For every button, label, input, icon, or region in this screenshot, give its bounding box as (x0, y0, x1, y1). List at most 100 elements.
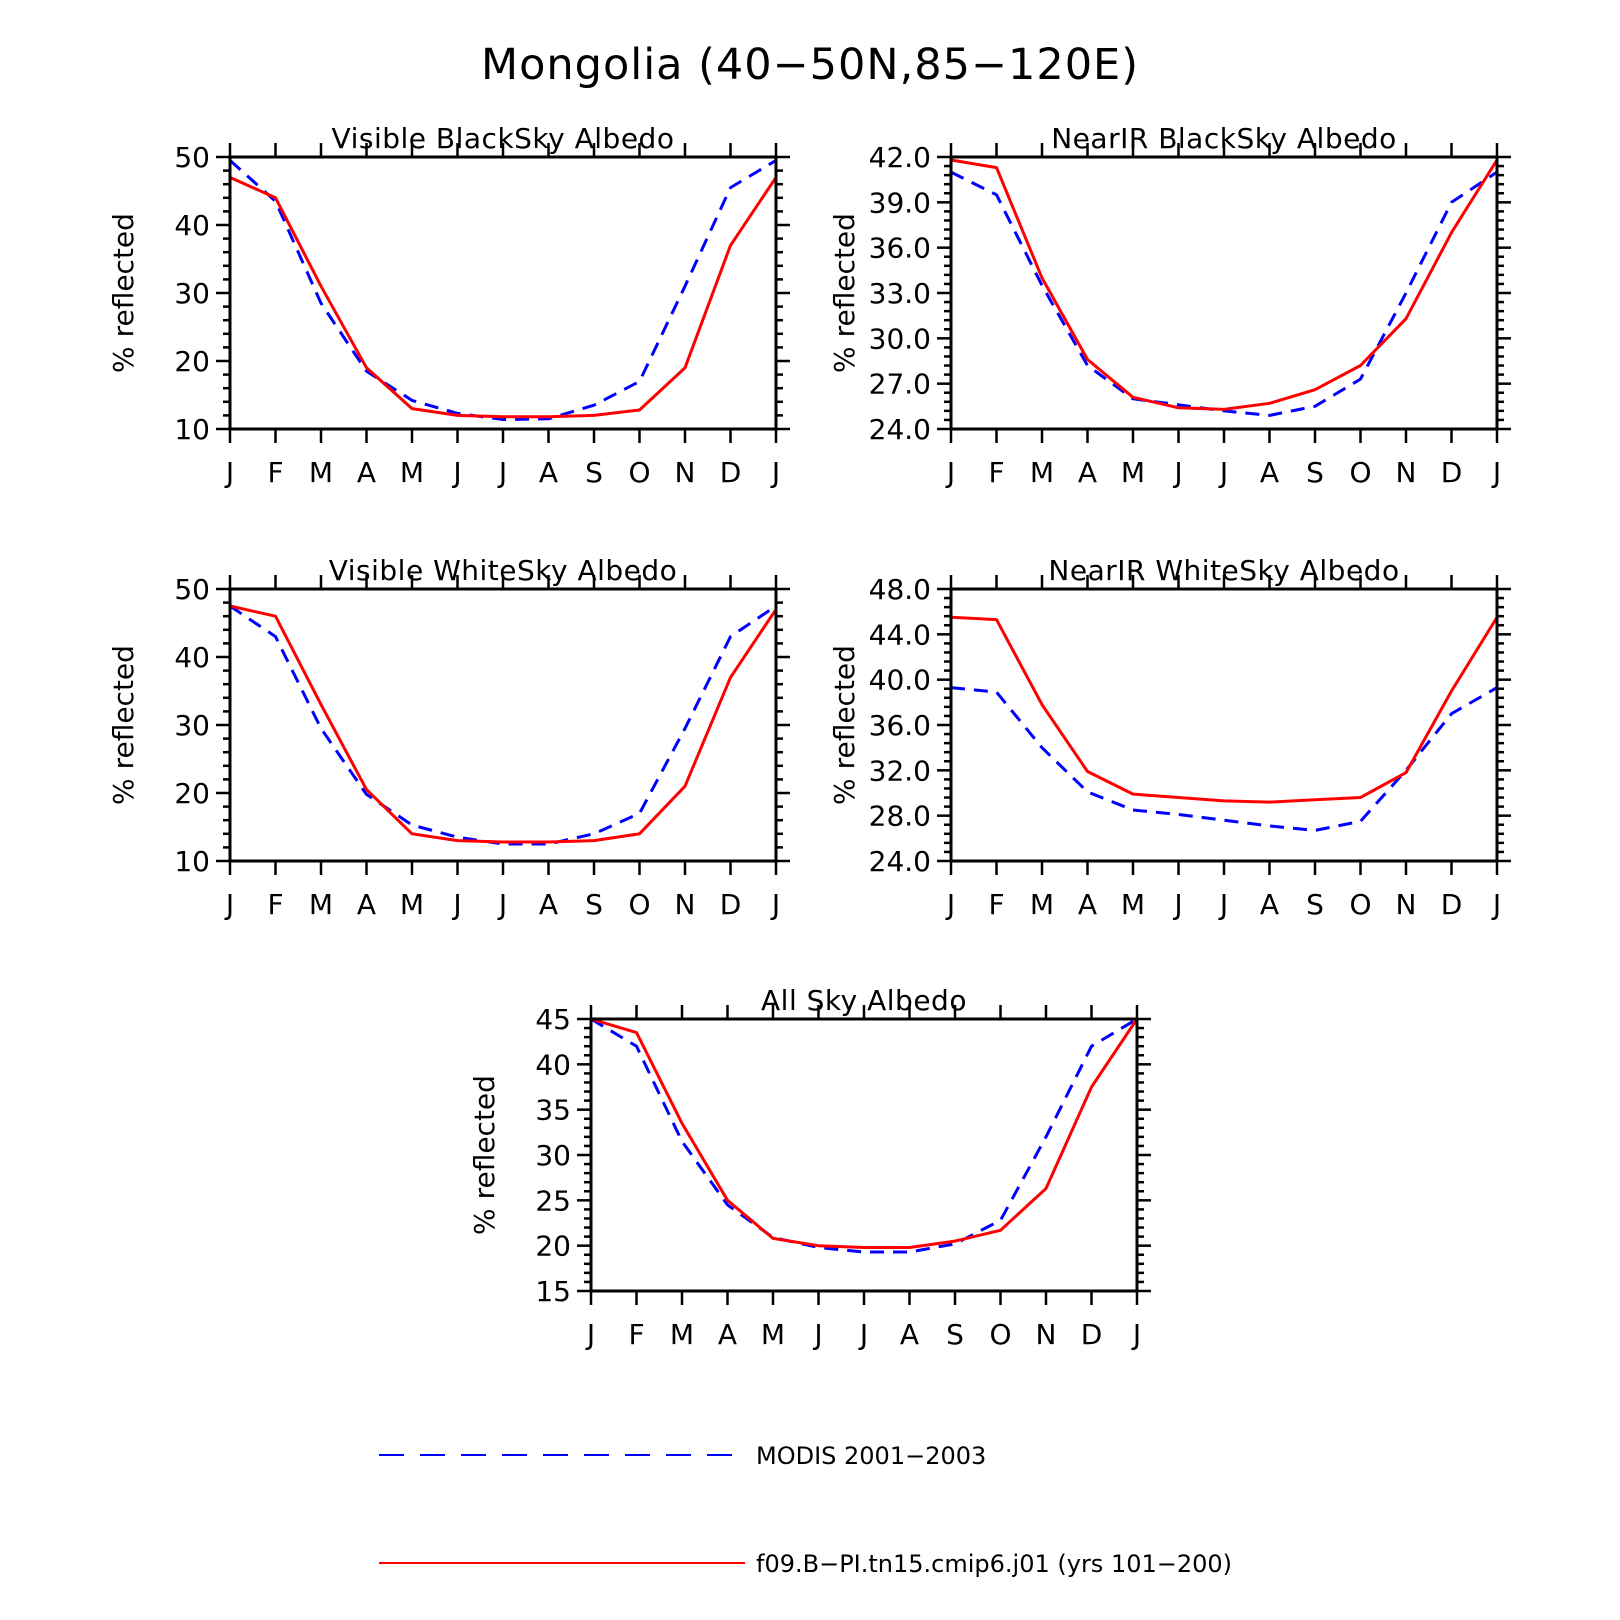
plot-frame (589, 1017, 1139, 1293)
y-tick-label: 50 (174, 573, 210, 606)
x-tick-label: M (400, 888, 424, 921)
x-tick-label: J (945, 456, 955, 489)
y-tick-label: 45 (535, 1003, 571, 1036)
legend-label-model: f09.B−PI.tn15.cmip6.j01 (yrs 101−200) (756, 1550, 1232, 1578)
y-tick-label: 25 (535, 1184, 571, 1217)
y-tick-label: 30 (535, 1139, 571, 1172)
x-tick-label: J (585, 1318, 595, 1351)
x-tick-label: J (1218, 456, 1228, 489)
x-tick-label: J (1218, 888, 1228, 921)
x-tick-label: N (1396, 456, 1417, 489)
y-tick-label: 40 (174, 641, 210, 674)
ticks (577, 1005, 1151, 1305)
x-tick-label: M (1030, 456, 1054, 489)
x-tick-label: A (357, 888, 376, 921)
x-tick-label: D (1441, 456, 1463, 489)
x-tick-label: M (309, 456, 333, 489)
y-tick-label: 40 (174, 209, 210, 242)
y-axis-label: % reflected (107, 645, 140, 805)
series-line-modis (950, 686, 1498, 832)
x-tick-label: J (497, 456, 507, 489)
panel-5: All Sky Albedo% reflected15202530354045J… (468, 984, 1151, 1351)
x-tick-label: M (670, 1318, 694, 1351)
y-tick-label: 20 (174, 777, 210, 810)
x-tick-label: N (675, 456, 696, 489)
x-tick-label: S (1306, 456, 1324, 489)
panel-1: Visible BlackSky Albedo% reflected102030… (107, 122, 790, 489)
x-tick-label: S (946, 1318, 964, 1351)
series-line-model (229, 176, 778, 419)
y-tick-label: 36.0 (869, 232, 931, 265)
x-tick-label: J (770, 888, 780, 921)
x-tick-label: N (1396, 888, 1417, 921)
x-tick-label: S (585, 888, 603, 921)
series-line-modis (950, 170, 1498, 417)
y-tick-label: 28.0 (869, 800, 931, 833)
y-tick-label: 27.0 (869, 368, 931, 401)
ticks (937, 143, 1511, 443)
x-tick-label: A (539, 456, 558, 489)
panel-2: NearIR BlackSky Albedo% reflected24.027.… (828, 122, 1511, 489)
x-tick-label: J (1491, 456, 1501, 489)
x-tick-label: M (400, 456, 424, 489)
x-tick-label: J (1131, 1318, 1141, 1351)
x-tick-label: D (1441, 888, 1463, 921)
x-tick-label: J (1491, 888, 1501, 921)
y-tick-label: 20 (174, 345, 210, 378)
series-line-modis (228, 159, 777, 421)
y-tick-label: 15 (535, 1275, 571, 1308)
y-tick-label: 30 (174, 709, 210, 742)
x-tick-label: S (1306, 888, 1324, 921)
ticks (937, 575, 1511, 875)
x-tick-label: O (628, 456, 650, 489)
ticks (216, 143, 790, 443)
y-axis-label: % reflected (828, 213, 861, 373)
y-axis-label: % reflected (828, 645, 861, 805)
x-tick-label: J (451, 888, 461, 921)
legend: MODIS 2001−2003 f09.B−PI.tn15.cmip6.j01 (… (379, 1442, 1232, 1578)
x-tick-label: A (1078, 888, 1097, 921)
x-tick-label: M (1121, 888, 1145, 921)
x-tick-label: D (1081, 1318, 1103, 1351)
ticks (216, 575, 790, 875)
x-tick-label: J (451, 456, 461, 489)
x-tick-label: A (1078, 456, 1097, 489)
x-tick-label: O (628, 888, 650, 921)
x-tick-label: M (1030, 888, 1054, 921)
x-tick-label: M (761, 1318, 785, 1351)
plot-frame (228, 155, 778, 431)
y-tick-label: 20 (535, 1230, 571, 1263)
x-tick-label: J (497, 888, 507, 921)
x-tick-label: D (720, 456, 742, 489)
y-tick-label: 32.0 (869, 754, 931, 787)
panel-3: Visible WhiteSky Albedo% reflected102030… (107, 554, 790, 921)
y-tick-label: 48.0 (869, 573, 931, 606)
y-tick-label: 42.0 (869, 141, 931, 174)
y-tick-label: 10 (174, 413, 210, 446)
x-tick-label: S (585, 456, 603, 489)
y-tick-label: 24.0 (869, 845, 931, 878)
y-tick-label: 10 (174, 845, 210, 878)
x-tick-label: O (989, 1318, 1011, 1351)
x-tick-label: A (357, 456, 376, 489)
series-line-modis (229, 604, 777, 846)
y-tick-label: 39.0 (869, 186, 931, 219)
y-tick-label: 36.0 (869, 709, 931, 742)
x-tick-label: J (1172, 456, 1182, 489)
x-tick-label: J (1172, 888, 1182, 921)
figure-title: Mongolia (40−50N,85−120E) (481, 40, 1139, 90)
series-line-model (950, 615, 1499, 804)
x-tick-label: O (1349, 456, 1371, 489)
x-tick-label: F (267, 456, 283, 489)
x-tick-label: J (858, 1318, 868, 1351)
x-tick-label: F (988, 456, 1004, 489)
x-tick-label: J (224, 888, 234, 921)
y-tick-label: 44.0 (869, 618, 931, 651)
y-axis-label: % reflected (468, 1075, 501, 1235)
x-tick-label: A (900, 1318, 919, 1351)
plot-frame (949, 155, 1499, 431)
x-tick-label: A (718, 1318, 737, 1351)
series-line-model (590, 1017, 1139, 1249)
series-line-model (229, 604, 778, 844)
x-tick-label: F (628, 1318, 644, 1351)
